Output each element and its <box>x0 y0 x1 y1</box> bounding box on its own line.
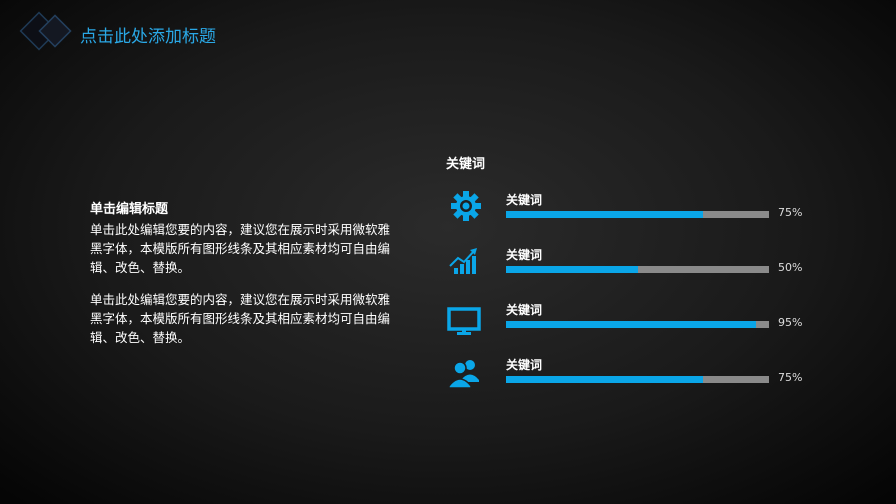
percent-label: 75% <box>778 206 803 219</box>
percent-label: 75% <box>778 371 803 384</box>
keywords-heading: 关键词 <box>446 157 486 172</box>
percent-label: 50% <box>778 261 803 274</box>
progress-track <box>506 211 769 218</box>
progress-row: 关键词 50% <box>444 246 824 291</box>
progress-track <box>506 266 769 273</box>
progress-track <box>506 376 769 383</box>
section-heading: 单击编辑标题 <box>90 202 169 217</box>
users-icon <box>448 360 479 389</box>
gear-icon <box>451 191 481 221</box>
progress-fill <box>506 211 704 218</box>
body-paragraph: 单击此处编辑您要的内容，建议您在展示时采用微软雅黑字体，本模版所有图形线条及其相… <box>90 292 391 345</box>
percent-label: 95% <box>778 316 803 329</box>
progress-fill <box>506 266 638 273</box>
page-title: 点击此处添加标题 <box>80 27 216 47</box>
body-paragraph: 单击此处编辑您要的内容，建议您在展示时采用微软雅黑字体，本模版所有图形线条及其相… <box>90 222 391 275</box>
growth-chart-icon <box>449 248 477 274</box>
progress-fill <box>506 321 756 328</box>
progress-fill <box>506 376 704 383</box>
keyword-label: 关键词 <box>506 303 543 317</box>
logo-diamond-icon <box>19 11 72 51</box>
keyword-label: 关键词 <box>506 358 543 372</box>
monitor-icon <box>447 307 481 335</box>
progress-row: 关键词 75% <box>444 191 824 236</box>
progress-row: 关键词 75% <box>444 356 824 401</box>
keyword-label: 关键词 <box>506 248 543 262</box>
keyword-label: 关键词 <box>506 193 543 207</box>
progress-track <box>506 321 769 328</box>
progress-row: 关键词 95% <box>444 301 824 346</box>
